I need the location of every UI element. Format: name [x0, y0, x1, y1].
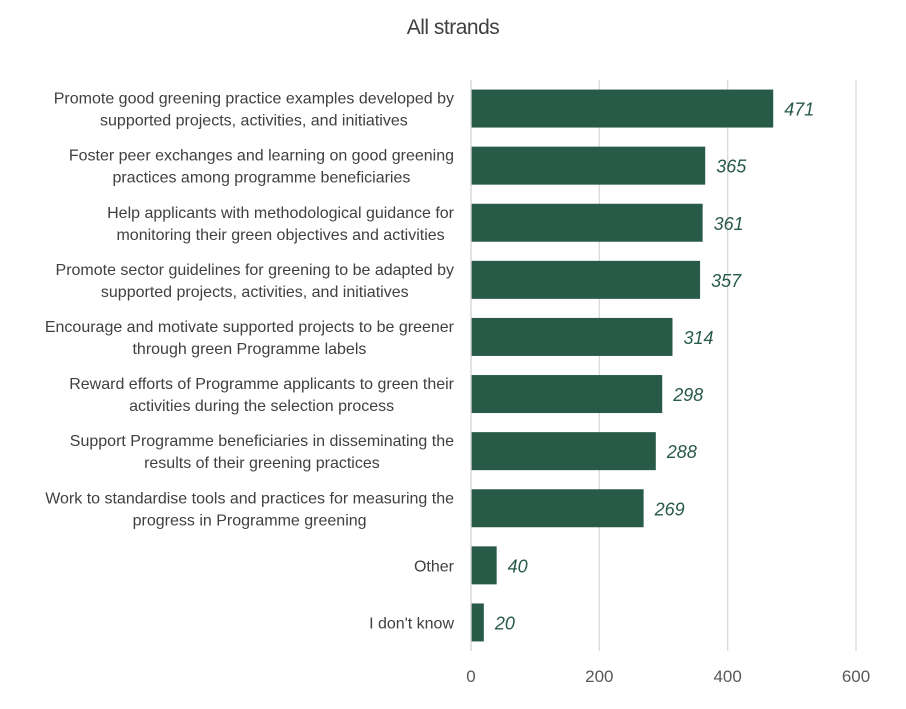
bar [471, 260, 701, 299]
x-tick-label: 400 [713, 667, 741, 686]
category-label: Promote good greening practice examples … [54, 91, 454, 130]
category-label-line: Other [414, 558, 455, 575]
bar [471, 317, 673, 356]
category-label: Reward efforts of Programme applicants t… [69, 376, 454, 415]
category-label-line: progress in Programme greening [133, 512, 367, 529]
data-label: 269 [654, 499, 685, 519]
data-label: 40 [508, 556, 528, 576]
category-label-line: supported projects, activities, and init… [100, 113, 408, 130]
bar [471, 375, 663, 414]
data-label: 20 [494, 613, 515, 633]
category-label-line: Support Programme beneficiaries in disse… [70, 433, 454, 450]
category-label-line: through green Programme labels [132, 341, 366, 358]
x-tick-label: 0 [466, 667, 475, 686]
category-label-line: supported projects, activities, and init… [101, 284, 409, 301]
bar [471, 603, 484, 642]
category-label-line: practices among programme beneficiaries [112, 170, 410, 187]
category-label-line: Work to standardise tools and practices … [45, 490, 454, 507]
category-label: Encourage and motivate supported project… [45, 319, 455, 358]
category-label: I don't know [369, 615, 454, 632]
category-label: Other [414, 558, 455, 575]
category-label-line: Promote good greening practice examples … [54, 91, 454, 108]
bar [471, 203, 703, 242]
bar [471, 89, 774, 128]
category-label-line: monitoring their green objectives and ac… [116, 227, 444, 244]
bar [471, 546, 497, 585]
category-label-line: Reward efforts of Programme applicants t… [69, 376, 454, 393]
category-label: Work to standardise tools and practices … [45, 490, 454, 529]
chart-title: All strands [406, 16, 500, 39]
category-label: Help applicants with methodological guid… [107, 205, 455, 244]
bar [471, 146, 706, 185]
category-label: Promote sector guidelines for greening t… [56, 262, 454, 301]
category-label-line: Help applicants with methodological guid… [107, 205, 455, 222]
data-label: 314 [683, 328, 713, 348]
data-label: 298 [672, 385, 703, 405]
category-label: Support Programme beneficiaries in disse… [70, 433, 454, 472]
bar [471, 432, 656, 471]
category-label-line: I don't know [369, 615, 454, 632]
category-label-line: Foster peer exchanges and learning on go… [69, 148, 454, 165]
x-tick-label: 600 [842, 667, 870, 686]
category-label-line: activities during the selection process [129, 398, 394, 415]
x-tick-label: 200 [585, 667, 613, 686]
data-label: 361 [714, 214, 744, 234]
bar [471, 489, 644, 528]
category-label-line: results of their greening practices [144, 455, 380, 472]
data-label: 288 [666, 442, 697, 462]
data-label: 365 [716, 157, 747, 177]
category-label: Foster peer exchanges and learning on go… [69, 148, 454, 187]
category-label-line: Promote sector guidelines for greening t… [56, 262, 454, 279]
data-label: 357 [711, 271, 742, 291]
category-label-line: Encourage and motivate supported project… [45, 319, 455, 336]
data-label: 471 [784, 100, 814, 120]
